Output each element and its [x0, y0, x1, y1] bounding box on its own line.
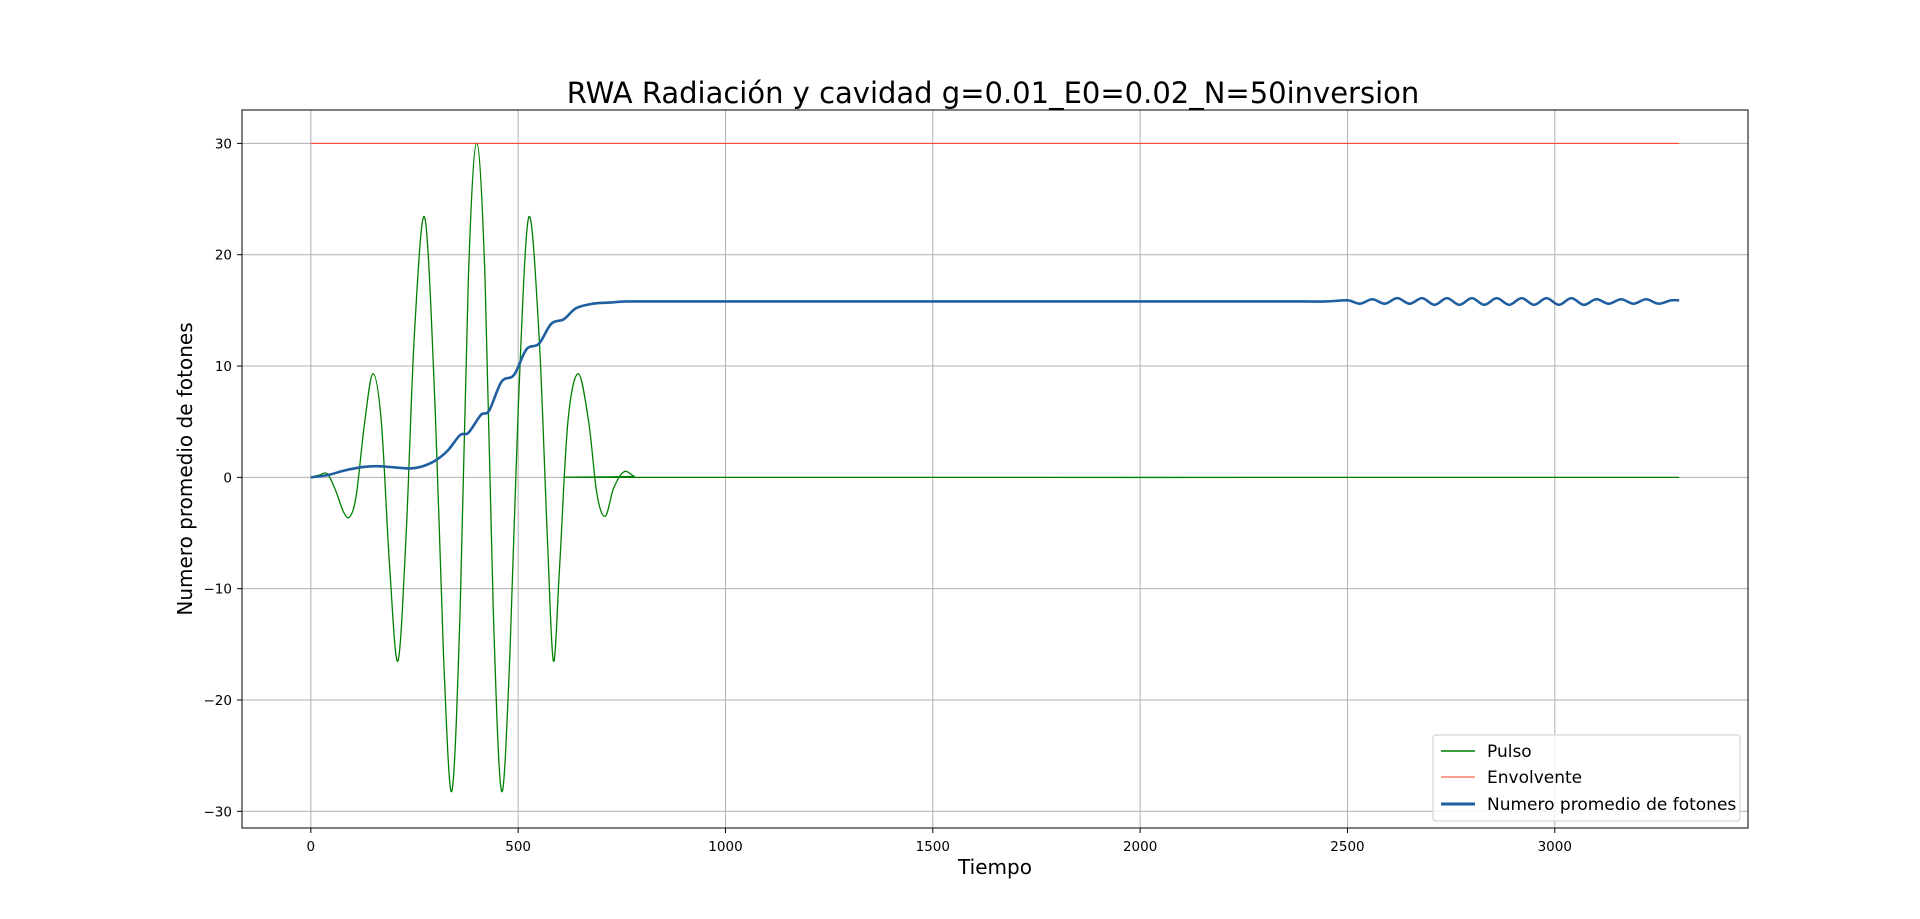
- y-tick-label: 0: [223, 470, 232, 486]
- y-tick-label: −20: [204, 693, 233, 709]
- x-tick-label: 1000: [708, 839, 742, 855]
- y-tick-label: −10: [204, 582, 233, 598]
- x-axis-label: Tiempo: [957, 855, 1032, 879]
- legend-label-pulso: Pulso: [1487, 742, 1532, 762]
- chart-title: RWA Radiación y cavidad g=0.01_E0=0.02_N…: [567, 76, 1420, 110]
- x-tick-label: 2000: [1123, 839, 1157, 855]
- y-tick-label: 10: [215, 359, 232, 375]
- x-tick-label: 3000: [1538, 839, 1572, 855]
- x-tick-label: 500: [505, 839, 531, 855]
- x-tick-label: 2500: [1330, 839, 1364, 855]
- y-tick-label: −30: [204, 804, 233, 820]
- legend-label-fotones: Numero promedio de fotones: [1487, 795, 1736, 815]
- y-tick-label: 20: [215, 248, 232, 264]
- x-tick-label: 0: [307, 839, 316, 855]
- legend: Pulso Envolvente Numero promedio de foto…: [1433, 735, 1740, 821]
- legend-label-envolvente: Envolvente: [1487, 768, 1582, 788]
- y-axis-label: Numero promedio de fotones: [173, 322, 197, 615]
- x-tick-label: 1500: [916, 839, 950, 855]
- y-tick-label: 30: [215, 136, 232, 152]
